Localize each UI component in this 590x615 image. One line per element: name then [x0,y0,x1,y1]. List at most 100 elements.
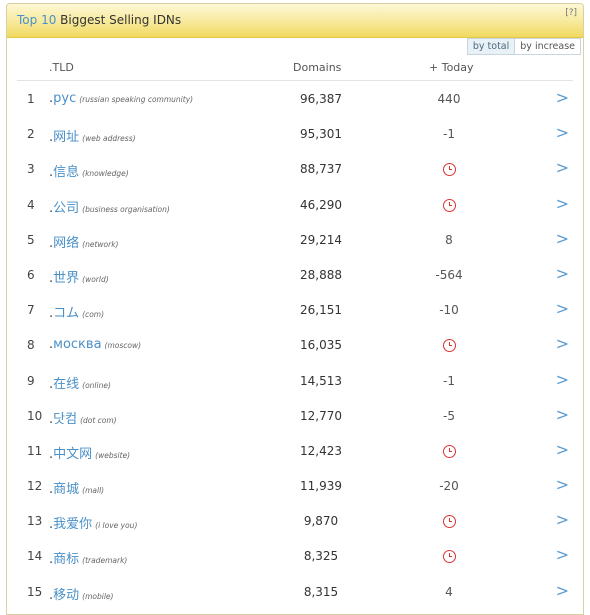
row-domains: 96,387 [300,92,342,106]
row-domains: 16,035 [300,338,342,353]
tab-by-increase[interactable]: by increase [514,38,581,55]
tld-name: 移动 [53,587,80,603]
table-row[interactable]: 12 .商城 (mall) 11,939 -20 > [17,469,583,504]
row-tld[interactable]: .我爱你 (i love you) [49,513,137,532]
tld-name: рус [53,91,77,106]
row-rank: 11 [27,443,43,458]
table-row[interactable]: 2 .网址 (web address) 95,301 -1 > [17,117,583,152]
chevron-right-icon[interactable]: > [555,580,569,600]
tld-description: (network) [82,239,119,249]
table-row[interactable]: 10 .닷컴 (dot com) 12,770 -5 > [17,399,583,434]
row-domains: 12,423 [300,443,342,458]
chevron-right-icon[interactable]: > [555,475,569,495]
row-tld[interactable]: .닷컴 (dot com) [49,408,117,427]
row-tld[interactable]: .рус (russian speaking community) [49,91,193,106]
idn-table: 1 .рус (russian speaking community) 96,387 4… [17,82,583,610]
table-row[interactable]: 6 .世界 (world) 28,888 -564 > [17,258,583,293]
tld-description: (i love you) [95,521,138,531]
row-domains: 8,315 [303,584,339,599]
table-row[interactable]: 1 .рус (russian speaking community) 96,387 4… [17,82,583,117]
tld-name: 公司 [53,200,80,216]
clock-icon [442,163,456,177]
row-tld[interactable]: .公司 (business organisation) [49,197,170,216]
tld-name: 网络 [53,235,80,251]
table-row[interactable]: 7 .コム (com) 26,151 -10 > [17,293,583,328]
clock-icon [442,550,456,564]
tld-dot: . [49,235,54,251]
row-domains: 46,290 [300,197,342,212]
row-tld[interactable]: .商城 (mall) [49,478,104,497]
row-domains: 9,870 [303,514,339,529]
tld-description: (online) [82,380,111,390]
tld-description: (russian speaking community) [79,95,194,104]
chevron-right-icon[interactable]: > [555,193,569,213]
tld-name: 我爱你 [53,517,93,533]
row-rank: 4 [27,197,35,212]
chevron-right-icon[interactable]: > [555,263,569,283]
row-rank: 15 [27,584,43,599]
table-row[interactable]: 15 .移动 (mobile) 8,315 4 > [17,575,583,610]
chevron-right-icon[interactable]: > [555,158,569,178]
tld-dot: . [49,91,54,106]
chevron-right-icon[interactable]: > [555,404,569,424]
table-row[interactable]: 11 .中文网 (website) 12,423 > [17,434,583,469]
table-row[interactable]: 9 .在线 (online) 14,513 -1 > [17,364,583,399]
row-domains: 14,513 [300,373,342,388]
row-rank: 8 [27,338,35,353]
chevron-right-icon[interactable]: > [555,369,569,389]
row-today: -20 [439,479,459,494]
row-tld[interactable]: .在线 (online) [49,373,111,392]
tld-description: (business organisation) [82,204,170,214]
tld-description: (mall) [82,486,105,496]
row-tld[interactable]: .世界 (world) [49,267,109,286]
chevron-right-icon[interactable]: > [555,299,569,319]
row-tld[interactable]: .コム (com) [49,302,104,321]
tld-name: コム [53,306,80,322]
tld-name: 商城 [53,482,80,498]
row-tld[interactable]: .商标 (trademark) [49,548,127,567]
table-row[interactable]: 8 .москва (moscow) 16,035 > [17,328,583,363]
row-today-pending [419,162,479,178]
row-tld[interactable]: .网络 (network) [49,232,118,251]
tld-description: (world) [82,274,109,284]
chevron-right-icon[interactable]: > [555,88,569,107]
chevron-right-icon[interactable]: > [555,228,569,248]
chevron-right-icon[interactable]: > [555,123,569,143]
row-tld[interactable]: .москва (moscow) [49,337,141,352]
clock-icon [442,444,456,458]
row-tld[interactable]: .中文网 (website) [49,443,130,462]
row-tld[interactable]: .信息 (knowledge) [49,161,129,180]
row-domains: 12,770 [300,408,342,423]
chevron-right-icon[interactable]: > [555,334,569,354]
tld-description: (website) [95,450,131,460]
top-idns-panel: Top 10 Biggest Selling IDNs [?] by total… [6,3,584,615]
tld-name: 닷컴 [53,411,78,427]
tld-dot: . [49,376,54,392]
tld-dot: . [49,165,54,181]
clock-icon [442,515,456,529]
tld-dot: . [49,200,54,216]
tld-description: (web address) [82,134,136,144]
table-row[interactable]: 14 .商标 (trademark) 8,325 > [17,539,583,574]
tld-description: (knowledge) [82,169,129,179]
chevron-right-icon[interactable]: > [555,439,569,459]
tld-dot: . [49,482,54,498]
row-today-pending [419,444,479,460]
row-domains: 8,325 [303,549,339,564]
help-link[interactable]: [?] [565,8,577,18]
table-row[interactable]: 4 .公司 (business organisation) 46,290 > [17,188,583,223]
chevron-right-icon[interactable]: > [555,510,569,530]
row-today: 440 [437,92,461,106]
chevron-right-icon[interactable]: > [555,545,569,565]
row-tld[interactable]: .移动 (mobile) [49,584,113,603]
tld-description: (com) [82,310,105,320]
row-domains: 29,214 [300,232,342,247]
row-tld[interactable]: .网址 (web address) [49,126,136,145]
row-today: -5 [443,408,455,423]
table-row[interactable]: 3 .信息 (knowledge) 88,737 > [17,152,583,187]
table-row[interactable]: 13 .我爱你 (i love you) 9,870 > [17,504,583,539]
row-domains: 11,939 [300,479,342,494]
row-rank: 14 [27,549,43,564]
tab-by-total[interactable]: by total [466,38,515,55]
table-row[interactable]: 5 .网络 (network) 29,214 8 > [17,223,583,258]
